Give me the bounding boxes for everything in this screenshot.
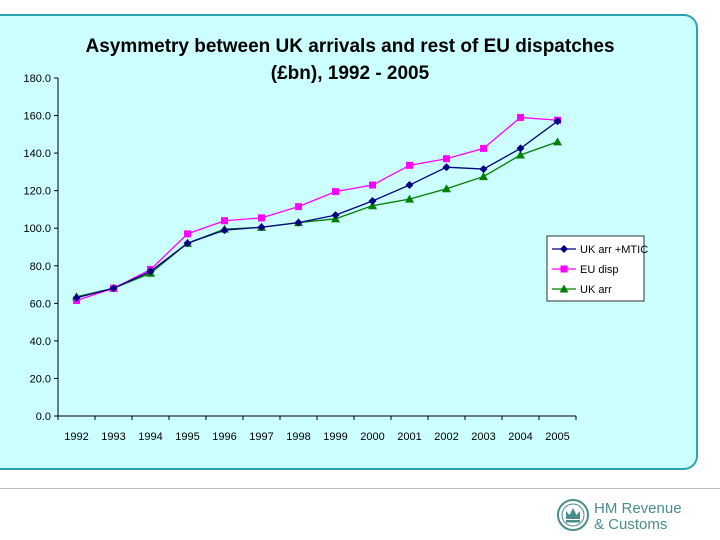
- logo-line-2: & Customs: [594, 516, 667, 533]
- y-tick-label: 80.0: [30, 261, 51, 273]
- y-tick-label: 100.0: [23, 223, 51, 235]
- legend-label: UK arr +MTIC: [580, 244, 648, 256]
- series-line-eu-disp: [76, 116, 558, 302]
- x-tick-label: 2004: [508, 431, 532, 443]
- data-point-eu-disp: [369, 181, 376, 189]
- data-point-uk-arr-mtic: [331, 211, 340, 220]
- y-tick-label: 60.0: [30, 298, 51, 310]
- y-tick-label: 160.0: [23, 111, 51, 123]
- data-point-uk-arr-mtic: [405, 181, 414, 190]
- hmrc-logo: HM Revenue & Customs: [557, 499, 682, 533]
- y-tick-label: 40.0: [30, 336, 51, 348]
- y-tick-label: 0.0: [36, 411, 51, 423]
- x-tick-label: 1999: [323, 431, 347, 443]
- data-point-eu-disp: [332, 188, 339, 196]
- logo-line-1: HM Revenue: [594, 500, 682, 517]
- data-point-eu-disp: [258, 214, 265, 222]
- data-point-eu-disp: [221, 217, 228, 225]
- x-tick-label: 1994: [138, 431, 162, 443]
- legend-marker: [560, 265, 568, 273]
- x-tick-label: 2001: [397, 431, 421, 443]
- data-point-uk-arr-mtic: [479, 165, 488, 174]
- data-point-eu-disp: [517, 113, 524, 121]
- chart-title: Asymmetry between UK arrivals and rest o…: [85, 36, 614, 57]
- series-line-uk-arr-mtic: [76, 120, 558, 299]
- y-tick-label: 20.0: [30, 373, 51, 385]
- data-point-uk-arr-mtic: [516, 144, 525, 153]
- y-tick-label: 180.0: [23, 73, 51, 85]
- data-point-uk-arr: [516, 150, 525, 159]
- data-point-uk-arr-mtic: [553, 117, 562, 126]
- x-tick-label: 1993: [101, 431, 125, 443]
- series-line-uk-arr: [76, 141, 558, 298]
- data-point-uk-arr-mtic: [294, 218, 303, 227]
- y-tick-label: 140.0: [23, 148, 51, 160]
- data-point-uk-arr: [405, 194, 414, 203]
- legend-marker: [560, 245, 568, 253]
- data-point-uk-arr-mtic: [442, 163, 451, 172]
- series-uk-arr-mtic: [72, 117, 562, 302]
- x-tick-label: 1996: [212, 431, 236, 443]
- data-point-uk-arr-mtic: [72, 293, 81, 302]
- x-tick-label: 1992: [64, 431, 88, 443]
- legend-marker: [559, 284, 569, 293]
- data-point-uk-arr-mtic: [220, 226, 229, 235]
- data-point-eu-disp: [184, 230, 191, 238]
- legend-item-eu-disp: EU disp: [552, 264, 619, 276]
- footer-divider: [0, 488, 720, 489]
- data-point-eu-disp: [295, 203, 302, 211]
- x-tick-label: 1995: [175, 431, 199, 443]
- data-point-eu-disp: [480, 144, 487, 152]
- data-point-uk-arr: [368, 201, 377, 210]
- data-point-uk-arr-mtic: [368, 196, 377, 205]
- x-tick-label: 2003: [471, 431, 495, 443]
- legend-label: UK arr: [580, 284, 612, 296]
- data-point-uk-arr-mtic: [183, 239, 192, 248]
- data-point-uk-arr-mtic: [257, 223, 266, 232]
- data-point-uk-arr: [479, 172, 488, 181]
- x-tick-label: 1997: [249, 431, 273, 443]
- x-tick-label: 2000: [360, 431, 384, 443]
- x-tick-label: 2002: [434, 431, 458, 443]
- crown-crest-icon: [557, 499, 589, 531]
- series-layer: [72, 113, 562, 305]
- chart-subtitle: (£bn), 1992 - 2005: [271, 63, 430, 84]
- data-point-uk-arr: [553, 137, 562, 146]
- data-point-uk-arr-mtic: [146, 267, 155, 276]
- legend: UK arr +MTIC EU disp UK arr: [546, 235, 648, 302]
- legend-item-uk-arr: UK arr: [552, 284, 612, 296]
- data-point-eu-disp: [443, 155, 450, 163]
- legend-label: EU disp: [580, 264, 619, 276]
- data-point-uk-arr-mtic: [109, 284, 118, 293]
- data-point-eu-disp: [406, 161, 413, 169]
- y-tick-label: 120.0: [23, 186, 51, 198]
- axes: 0.0 20.0 40.0 60.0 80.0 100.0 120.0 140.0 160.0 1…: [23, 73, 577, 443]
- legend-item-uk-arr-mtic: UK arr +MTIC: [552, 244, 648, 256]
- x-tick-label: 2005: [545, 431, 569, 443]
- x-tick-label: 1998: [286, 431, 310, 443]
- data-point-uk-arr: [442, 184, 451, 193]
